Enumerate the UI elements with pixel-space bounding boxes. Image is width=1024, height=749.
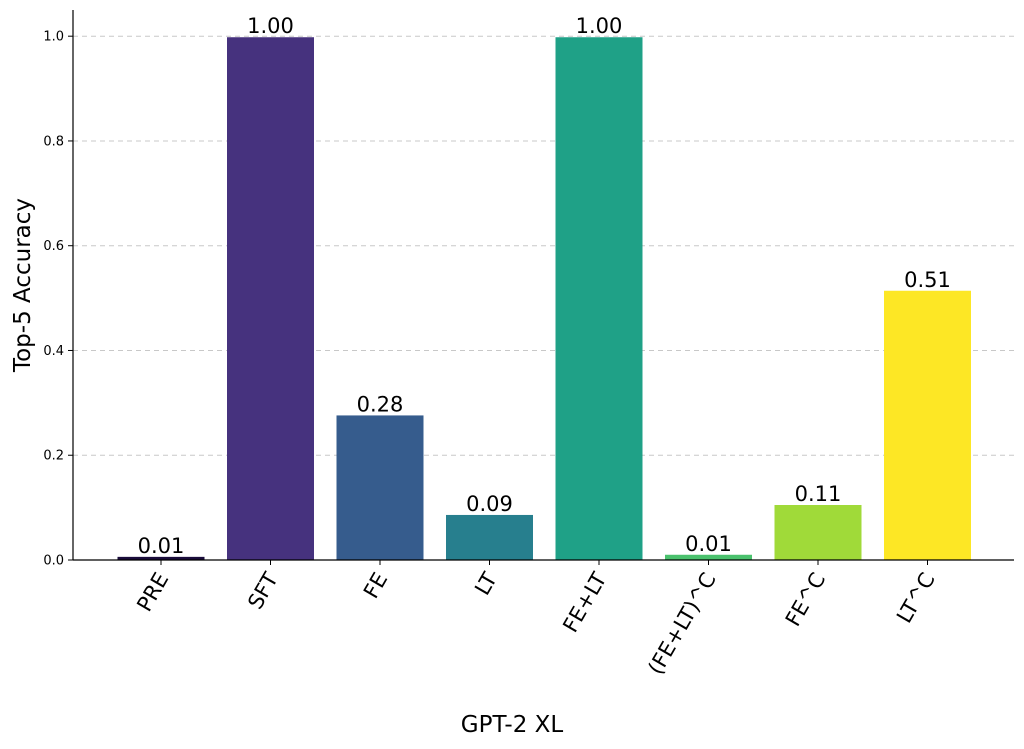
y-tick-label: 0.4	[43, 344, 64, 359]
bar-fe-lt-c	[665, 554, 752, 560]
bar-fe	[336, 415, 424, 560]
y-tick-label: 0.6	[43, 239, 64, 254]
data-label: 0.28	[357, 392, 404, 416]
data-label: 0.01	[685, 532, 732, 556]
grid-lines	[73, 35, 1014, 456]
axes	[72, 10, 1014, 561]
y-tick-label: 0.0	[43, 554, 64, 569]
x-axis-title: GPT-2 XL	[461, 712, 564, 738]
x-tick-label: LT	[470, 568, 502, 599]
data-label: 0.11	[795, 482, 842, 506]
data-label: 1.00	[576, 14, 623, 38]
data-label: 0.01	[138, 534, 185, 558]
x-tick-label: PRE	[132, 569, 173, 616]
x-tick-label: (FE+LT)^C	[643, 569, 720, 679]
data-label: 0.51	[904, 268, 951, 292]
y-ticks: 0.0 0.2 0.4 0.6 0.8 1.0	[43, 30, 73, 569]
bar-fe-lt	[555, 37, 643, 560]
y-axis-title: Top-5 Accuracy	[10, 198, 36, 373]
bar-pre	[117, 556, 205, 560]
y-tick-label: 0.2	[43, 449, 64, 464]
bars	[117, 37, 971, 560]
x-ticks: PRE SFT FE LT FE+LT (FE+LT)^C FE^C LT^C	[132, 560, 940, 679]
data-label: 0.09	[466, 492, 513, 516]
bar-lt-c	[884, 290, 971, 560]
x-tick-label: SFT	[243, 568, 283, 613]
bar-fe-c	[774, 505, 862, 560]
y-tick-label: 1.0	[43, 30, 64, 45]
x-tick-label: LT^C	[892, 569, 940, 628]
y-tick-label: 0.8	[43, 134, 64, 149]
x-tick-label: FE^C	[781, 569, 831, 631]
x-tick-label: FE	[359, 569, 392, 603]
x-tick-label: FE+LT	[558, 568, 611, 636]
data-labels: 0.01 1.00 0.28 0.09 1.00 0.01 0.11 0.51	[138, 14, 951, 558]
bar-lt	[446, 514, 533, 560]
data-label: 1.00	[247, 14, 294, 38]
bar-sft	[227, 37, 314, 560]
